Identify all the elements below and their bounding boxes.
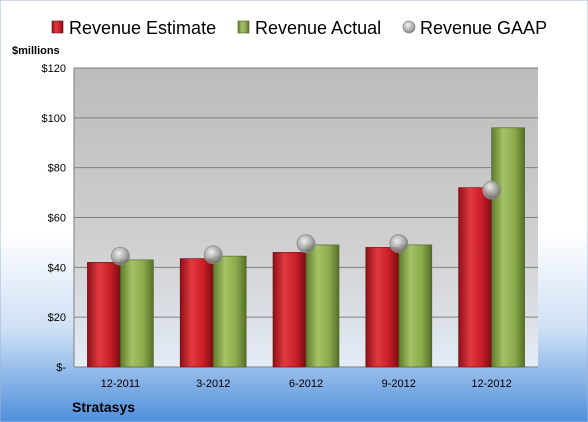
estimate-bar-9-2012 (365, 247, 400, 368)
actual-bar-12-2011 (120, 259, 154, 368)
company-label: Stratasys (72, 399, 135, 415)
gaap-marker-12-2012 (482, 180, 502, 200)
legend: Revenue Estimate Revenue Actual Revenue GA… (51, 18, 547, 38)
bars (87, 127, 525, 368)
y-tick-label: $100 (42, 113, 66, 125)
actual-bar-9-2012 (398, 244, 433, 368)
estimate-bar-3-2012 (179, 258, 214, 368)
y-tick-label: $40 (48, 262, 66, 274)
x-tick-label: 6-2012 (289, 378, 323, 390)
legend-label: Revenue Actual (255, 18, 381, 38)
unit-label: $millions (12, 45, 60, 57)
legend-swatch-actual (237, 20, 250, 34)
gaap-marker-12-2011 (111, 246, 130, 266)
estimate-bar-6-2012 (272, 252, 307, 368)
legend-label: Revenue Estimate (69, 18, 216, 38)
actual-bar-12-2012 (491, 127, 525, 368)
gaap-markers (111, 180, 502, 266)
estimate-bar-12-2011 (87, 262, 121, 368)
x-axis: 12-2011 3-2012 6-2012 9-2012 12-2012 (101, 378, 512, 390)
x-tick-label: 12-2011 (101, 378, 141, 390)
x-tick-label: 12-2012 (471, 378, 511, 390)
y-tick-label: $120 (42, 63, 66, 75)
y-tick-label: $60 (48, 213, 66, 225)
x-tick-label: 3-2012 (196, 378, 230, 390)
legend-label: Revenue GAAP (420, 18, 547, 38)
x-tick-label: 9-2012 (382, 378, 416, 390)
y-tick-label: $80 (48, 163, 66, 175)
gaap-marker-6-2012 (296, 234, 316, 254)
gaap-marker-9-2012 (389, 234, 409, 254)
y-tick-label: $- (56, 362, 66, 374)
y-tick-label: $20 (48, 312, 66, 324)
estimate-bar-12-2012 (458, 187, 492, 368)
actual-bar-6-2012 (305, 244, 340, 368)
actual-bar-3-2012 (212, 255, 247, 368)
gaap-marker-3-2012 (203, 245, 223, 265)
legend-swatch-estimate (51, 20, 64, 34)
y-axis: $- $20 $40 $60 $80 $100 $120 (42, 63, 75, 374)
legend-swatch-gaap (402, 20, 416, 34)
